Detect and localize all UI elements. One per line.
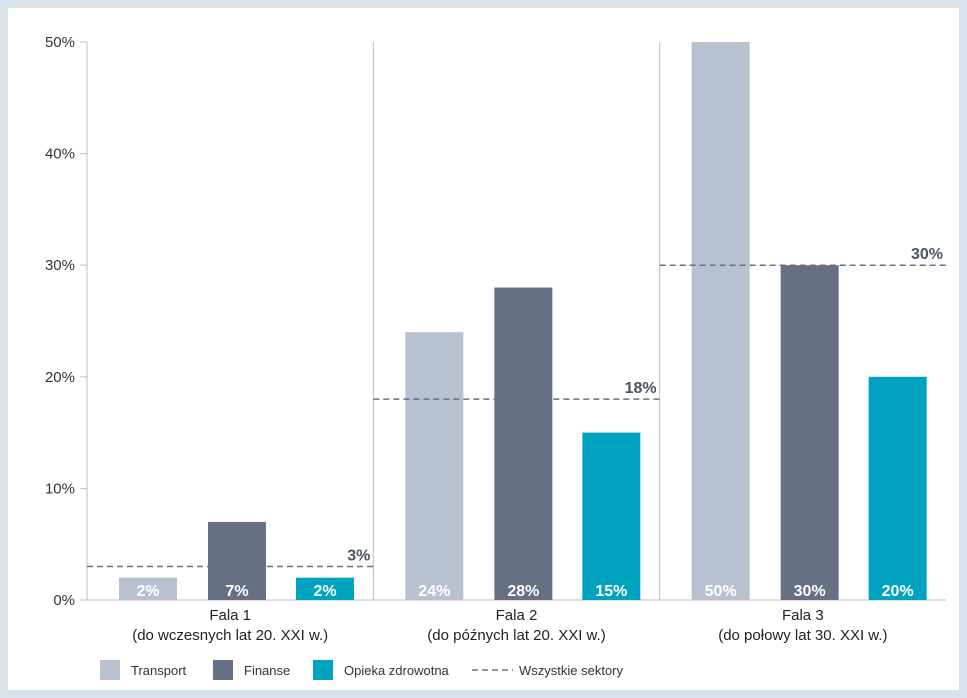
bar-value-label: 20% xyxy=(882,583,914,600)
bar xyxy=(691,42,750,600)
chart-card: 0% 10% 20% 30% 40% 50% 2% 7% 2% 3% Fala 1 (do wcze… xyxy=(8,8,959,690)
average-layer xyxy=(87,264,946,568)
legend-swatch xyxy=(313,660,333,680)
y-tick-label: 40% xyxy=(45,146,75,163)
y-tick-label: 0% xyxy=(53,592,75,609)
bar-value-label: 50% xyxy=(705,583,737,600)
bar xyxy=(494,287,553,600)
group-label-title: Fala 2 xyxy=(496,607,538,624)
group-label-title: Fala 3 xyxy=(782,607,824,624)
group-label-subtitle: (do późnych lat 20. XXI w.) xyxy=(427,627,605,644)
legend-label: Wszystkie sektory xyxy=(519,663,624,678)
y-tick-label: 20% xyxy=(45,369,75,386)
bar-value-label: 7% xyxy=(225,583,248,600)
bar-value-label: 15% xyxy=(595,583,627,600)
average-value-label: 18% xyxy=(625,380,657,397)
legend-label: Finanse xyxy=(244,663,290,678)
legend: Transport Finanse Opieka zdrowotna Wszystki… xyxy=(100,660,624,680)
bar xyxy=(582,432,641,600)
group-label-title: Fala 1 xyxy=(209,607,251,624)
bar-chart: 0% 10% 20% 30% 40% 50% 2% 7% 2% 3% Fala 1 (do wcze… xyxy=(45,34,946,680)
bar-value-label: 30% xyxy=(794,583,826,600)
bar xyxy=(208,521,266,600)
average-value-label: 3% xyxy=(347,548,370,565)
y-tick-label: 30% xyxy=(45,257,75,274)
average-value-label: 30% xyxy=(911,246,943,263)
bar xyxy=(405,332,464,600)
y-tick-label: 10% xyxy=(45,480,75,497)
bar-value-label: 24% xyxy=(418,583,450,600)
group-label-subtitle: (do wczesnych lat 20. XXI w.) xyxy=(132,627,328,644)
bar xyxy=(780,265,839,600)
legend-label: Transport xyxy=(131,663,187,678)
bar-layer xyxy=(119,42,927,600)
legend-swatch xyxy=(213,660,233,680)
y-tick-label: 50% xyxy=(45,34,75,51)
legend-label: Opieka zdrowotna xyxy=(344,663,450,678)
label-layer: 2% 7% 2% 3% Fala 1 (do wczesnych lat 20. XXI … xyxy=(132,246,943,644)
group-label-subtitle: (do połowy lat 30. XXI w.) xyxy=(718,627,887,644)
bar xyxy=(868,376,927,600)
bar xyxy=(296,577,354,600)
bar-value-label: 2% xyxy=(313,583,336,600)
bar xyxy=(119,577,177,600)
legend-swatch xyxy=(100,660,120,680)
bar-value-label: 28% xyxy=(507,583,539,600)
bar-value-label: 2% xyxy=(136,583,159,600)
